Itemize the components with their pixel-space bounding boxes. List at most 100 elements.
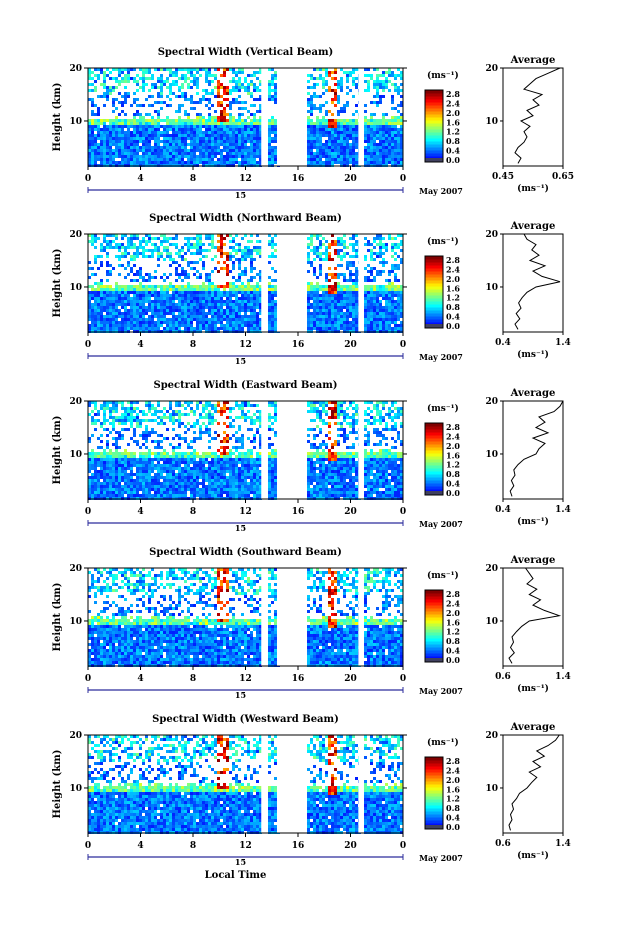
colorbar-tick-label: 0.4 xyxy=(446,146,460,156)
colorbar-band xyxy=(425,590,443,594)
average-unit: (ms⁻¹) xyxy=(517,683,549,694)
colorbar-band xyxy=(425,620,443,624)
panel-1: Spectral Width (Northward Beam) 10 20 Heigh… xyxy=(52,213,571,366)
colorbar-band xyxy=(425,114,443,118)
colorbar-unit: (ms⁻¹) xyxy=(427,236,459,247)
panel-2: Spectral Width (Eastward Beam) 10 20 Height… xyxy=(52,380,571,533)
colorbar: 0.00.40.81.21.62.02.42.8 xyxy=(424,756,460,832)
colorbar-bottom-bin xyxy=(425,491,443,495)
average-y-tick-label: 10 xyxy=(485,784,498,794)
colorbar-band xyxy=(425,799,443,803)
colorbar-tick-label: 0.8 xyxy=(446,302,460,312)
x-tick-label: 16 xyxy=(292,841,305,851)
colorbar-tick-label: 0.0 xyxy=(446,822,460,832)
colorbar-band xyxy=(425,126,443,130)
colorbar-band xyxy=(425,805,443,809)
colorbar-band xyxy=(425,105,443,109)
y-tick-label: 10 xyxy=(69,283,82,293)
colorbar-tick-label: 0.8 xyxy=(446,469,460,479)
y-axis-label: Height (km) xyxy=(52,416,63,485)
colorbar-band xyxy=(425,102,443,106)
colorbar-band xyxy=(425,641,443,645)
colorbar-tick-label: 2.8 xyxy=(446,255,460,265)
average-unit: (ms⁻¹) xyxy=(517,850,549,861)
colorbar-tick-label: 0.0 xyxy=(446,321,460,331)
data-gap xyxy=(261,234,267,332)
colorbar-band xyxy=(425,459,443,463)
colorbar-band xyxy=(425,766,443,770)
average-y-tick-label: 20 xyxy=(485,64,498,74)
data-gap xyxy=(358,401,364,499)
colorbar-tick-label: 2.0 xyxy=(446,274,460,284)
colorbar-tick-label: 2.8 xyxy=(446,89,460,99)
colorbar-band xyxy=(425,617,443,621)
x-tick-label: 8 xyxy=(190,674,196,684)
colorbar-band xyxy=(425,596,443,600)
x-tick-label: 16 xyxy=(292,174,305,184)
month-label: May 2007 xyxy=(419,853,463,863)
colorbar-band xyxy=(425,480,443,484)
y-tick-label: 20 xyxy=(69,731,82,741)
heatmap-cells xyxy=(88,68,403,167)
y-tick-label: 10 xyxy=(69,784,82,794)
average-frame xyxy=(502,400,564,500)
colorbar-band xyxy=(425,292,443,296)
month-label: May 2007 xyxy=(419,186,463,196)
colorbar-band xyxy=(425,456,443,460)
colorbar-band xyxy=(425,322,443,326)
x-tick-label: 4 xyxy=(137,507,143,517)
colorbar-band xyxy=(425,304,443,308)
colorbar-tick-label: 2.4 xyxy=(446,765,460,775)
colorbar-band xyxy=(425,808,443,812)
panel-3: Spectral Width (Southward Beam) 10 20 Heigh… xyxy=(52,547,571,700)
colorbar-band xyxy=(425,635,443,639)
average-line xyxy=(514,67,561,164)
colorbar-band xyxy=(425,265,443,269)
colorbar-band xyxy=(425,632,443,636)
colorbar-tick-label: 0.8 xyxy=(446,636,460,646)
panel-title: Spectral Width (Southward Beam) xyxy=(149,547,342,558)
panel-title: Spectral Width (Westward Beam) xyxy=(152,714,339,725)
date-label: 15 xyxy=(235,857,246,867)
colorbar-band xyxy=(425,629,443,633)
x-tick-label: 0 xyxy=(85,507,91,517)
colorbar-band xyxy=(425,465,443,469)
x-tick-label: 20 xyxy=(344,507,357,517)
colorbar-band xyxy=(425,775,443,779)
colorbar-band xyxy=(425,462,443,466)
colorbar-band xyxy=(425,298,443,302)
colorbar-band xyxy=(425,802,443,806)
colorbar-band xyxy=(425,599,443,603)
x-tick-label: 0 xyxy=(85,340,91,350)
average-profile: Average 10 20 0.4 1.4 (ms⁻¹) xyxy=(485,388,570,527)
colorbar-band xyxy=(425,93,443,97)
y-tick-label: 20 xyxy=(69,64,82,74)
colorbar-band xyxy=(425,289,443,293)
panel-title: Spectral Width (Eastward Beam) xyxy=(153,380,337,391)
x-tick-label: 16 xyxy=(292,674,305,684)
y-tick-label: 20 xyxy=(69,230,82,240)
x-tick-label: 12 xyxy=(239,841,252,851)
x-tick-label: 20 xyxy=(344,174,357,184)
colorbar-band xyxy=(425,438,443,442)
average-y-tick-label: 20 xyxy=(485,564,498,574)
colorbar-tick-label: 1.6 xyxy=(446,784,460,794)
colorbar-band xyxy=(425,811,443,815)
average-title: Average xyxy=(510,722,556,733)
colorbar-tick-label: 0.8 xyxy=(446,803,460,813)
y-axis-label: Height (km) xyxy=(52,83,63,152)
x-tick-label: 0 xyxy=(400,507,406,517)
average-frame xyxy=(502,734,564,834)
average-x-tick-label: 1.4 xyxy=(555,505,571,515)
colorbar-tick-label: 0.4 xyxy=(446,646,460,656)
x-tick-label: 12 xyxy=(239,174,252,184)
data-gap xyxy=(277,568,305,666)
panel-4: Spectral Width (Westward Beam) 10 20 Height… xyxy=(52,714,571,867)
average-y-tick-label: 10 xyxy=(485,117,498,127)
colorbar: 0.00.40.81.21.62.02.42.8 xyxy=(424,589,460,665)
x-tick-label: 0 xyxy=(400,674,406,684)
colorbar-band xyxy=(425,477,443,481)
average-title: Average xyxy=(510,555,556,566)
colorbar-band xyxy=(425,138,443,142)
colorbar-band xyxy=(425,611,443,615)
